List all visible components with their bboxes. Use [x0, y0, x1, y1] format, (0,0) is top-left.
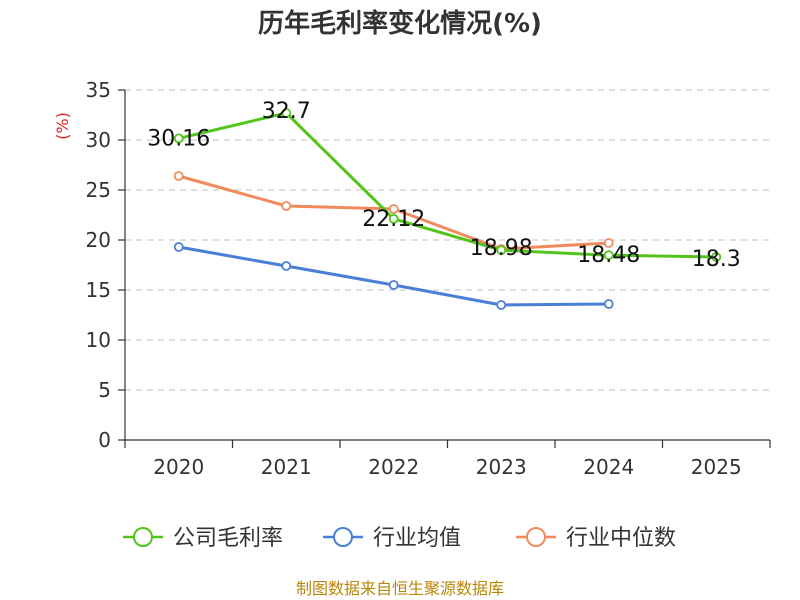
legend-label: 行业中位数 [566, 526, 676, 551]
x-tick-label: 2022 [368, 455, 419, 479]
legend-label: 公司毛利率 [173, 526, 283, 551]
series-point[interactable] [281, 201, 292, 211]
series-point[interactable] [496, 245, 507, 256]
x-tick-label: 2024 [583, 455, 634, 479]
legend-item-0[interactable]: 公司毛利率 [123, 526, 283, 551]
y-tick-label: 35 [86, 78, 111, 102]
series-point[interactable] [173, 171, 184, 181]
legend-item-1[interactable]: 行业均值 [323, 526, 461, 551]
series-point[interactable] [281, 108, 292, 118]
series-point[interactable] [711, 252, 722, 262]
grid-lines [125, 89, 770, 391]
series-point[interactable] [173, 242, 184, 252]
series-point[interactable] [603, 250, 614, 261]
source-note: 制图数据来自恒生聚源数据库 [296, 579, 504, 598]
data-label: 18.3 [692, 247, 741, 272]
legend-marker [333, 527, 353, 547]
legend[interactable]: 公司毛利率 行业均值 行业中位数 [123, 526, 676, 551]
data-label: 18.48 [577, 243, 640, 268]
series-line-0 [178, 111, 717, 259]
y-tick-label: 0 [98, 428, 111, 452]
x-tick-label: 2020 [153, 455, 204, 479]
series-point[interactable] [496, 300, 507, 310]
series-point[interactable] [388, 204, 399, 214]
legend-item-2[interactable]: 行业中位数 [516, 526, 676, 551]
legend-label: 行业均值 [373, 526, 461, 551]
y-tick-label: 5 [98, 378, 111, 402]
y-tick-label: 25 [86, 178, 111, 202]
data-label: 22.12 [362, 207, 425, 232]
series-line-1 [178, 245, 609, 307]
data-label: 30.16 [147, 126, 210, 151]
x-tick-label: 2021 [261, 455, 312, 479]
data-labels: 30.16 32.7 22.12 18.98 18.48 18.3 [147, 99, 740, 272]
series-point[interactable] [388, 213, 399, 224]
series-point[interactable] [173, 133, 184, 144]
x-tick-label: 2023 [476, 455, 527, 479]
chart-title: 历年毛利率变化情况(%) [258, 8, 542, 39]
series-point[interactable] [281, 261, 292, 271]
series-point[interactable] [388, 280, 399, 290]
data-label: 32.7 [262, 99, 311, 124]
y-tick-label: 30 [86, 128, 111, 152]
series-point[interactable] [603, 238, 614, 248]
x-tick-label: 2025 [691, 455, 742, 479]
y-axis-unit: (%) [53, 112, 72, 140]
y-tick-label: 20 [86, 228, 111, 252]
series-layer [173, 108, 722, 310]
legend-marker [526, 527, 546, 547]
y-tick-label: 10 [86, 328, 111, 352]
legend-marker [133, 527, 153, 547]
series-point[interactable] [603, 299, 614, 309]
data-label: 18.98 [470, 236, 533, 261]
y-tick-label: 15 [86, 278, 111, 302]
